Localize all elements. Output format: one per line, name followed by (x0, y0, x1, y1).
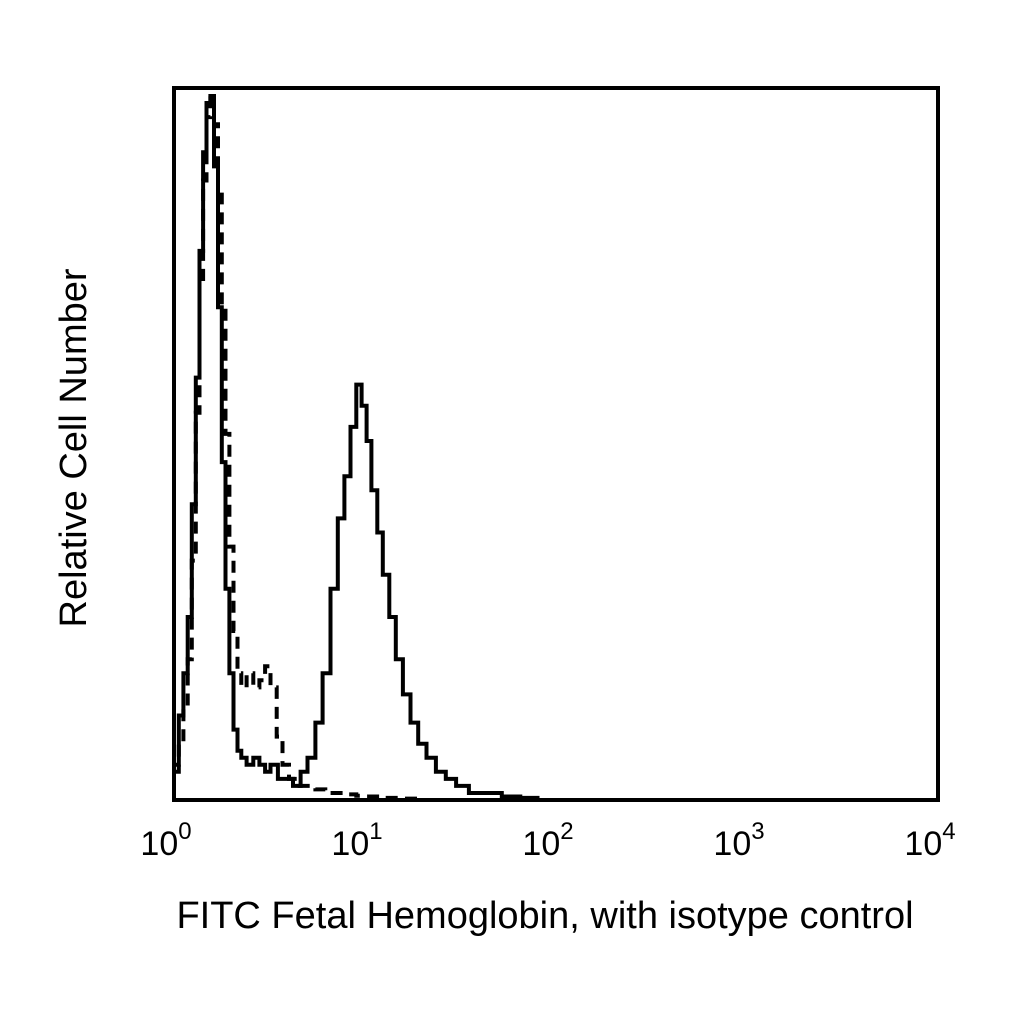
x-tick-label: 101 (331, 818, 382, 863)
x-tick-label: 103 (713, 818, 764, 863)
x-tick-exponent: 2 (560, 818, 573, 845)
x-tick-label: 100 (140, 818, 191, 863)
series-layer (174, 94, 540, 801)
x-tick-exponent: 4 (942, 818, 955, 845)
x-tick-label: 102 (522, 818, 573, 863)
isotype-control-series (174, 94, 425, 801)
x-tick-base: 10 (522, 825, 560, 863)
x-tick-base: 10 (140, 825, 178, 863)
x-tick-exponent: 3 (751, 818, 764, 845)
x-tick-base: 10 (713, 825, 751, 863)
x-tick-exponent: 0 (178, 818, 191, 845)
x-tick-base: 10 (331, 825, 369, 863)
x-tick-exponent: 1 (369, 818, 382, 845)
x-tick-base: 10 (904, 825, 942, 863)
y-axis-label: Relative Cell Number (53, 268, 95, 627)
x-tick-labels: 100 101 102 103 104 (140, 818, 955, 863)
x-tick-label: 104 (904, 818, 955, 863)
plot-frame (172, 86, 940, 802)
x-axis-label: FITC Fetal Hemoglobin, with isotype cont… (176, 895, 913, 937)
